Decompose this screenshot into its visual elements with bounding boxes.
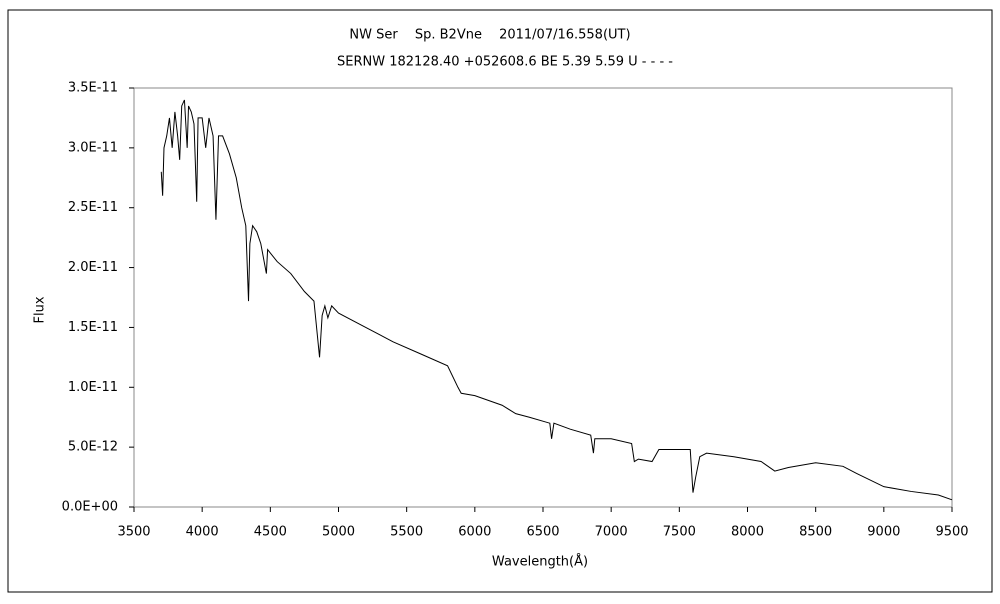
x-tick-label: 4500 — [254, 525, 287, 540]
x-tick-label: 5500 — [390, 525, 423, 540]
chart-title: NW Ser Sp. B2Vne 2011/07/16.558(UT) — [349, 28, 630, 43]
y-tick-label: 3.0E-11 — [68, 140, 118, 155]
y-tick-label: 1.5E-11 — [68, 320, 118, 335]
x-tick-label: 8500 — [799, 525, 832, 540]
x-tick-label: 8000 — [731, 525, 764, 540]
x-tick-label: 6500 — [526, 525, 559, 540]
y-tick-label: 2.0E-11 — [68, 260, 118, 275]
y-tick-label: 1.0E-11 — [68, 380, 118, 395]
x-tick-label: 7000 — [595, 525, 628, 540]
plot-area — [133, 87, 953, 508]
x-axis-label: Wavelength(Å) — [492, 554, 588, 570]
y-tick-label: 3.5E-11 — [68, 81, 118, 96]
x-tick-label: 9000 — [867, 525, 900, 540]
y-tick-label: 5.0E-12 — [68, 440, 118, 455]
y-tick-label: 2.5E-11 — [68, 200, 118, 215]
y-axis-label: Flux — [33, 296, 48, 323]
x-tick-label: 7500 — [663, 525, 696, 540]
y-tick-label: 0.0E+00 — [62, 500, 118, 515]
x-tick-label: 5000 — [322, 525, 355, 540]
spectrum-line — [160, 99, 953, 501]
chart-subtitle: SERNW 182128.40 +052608.6 BE 5.39 5.59 U… — [337, 55, 673, 70]
x-tick-label: 9500 — [935, 525, 968, 540]
x-tick-label: 6000 — [458, 525, 491, 540]
x-tick-label: 4000 — [186, 525, 219, 540]
x-tick-label: 3500 — [117, 525, 150, 540]
